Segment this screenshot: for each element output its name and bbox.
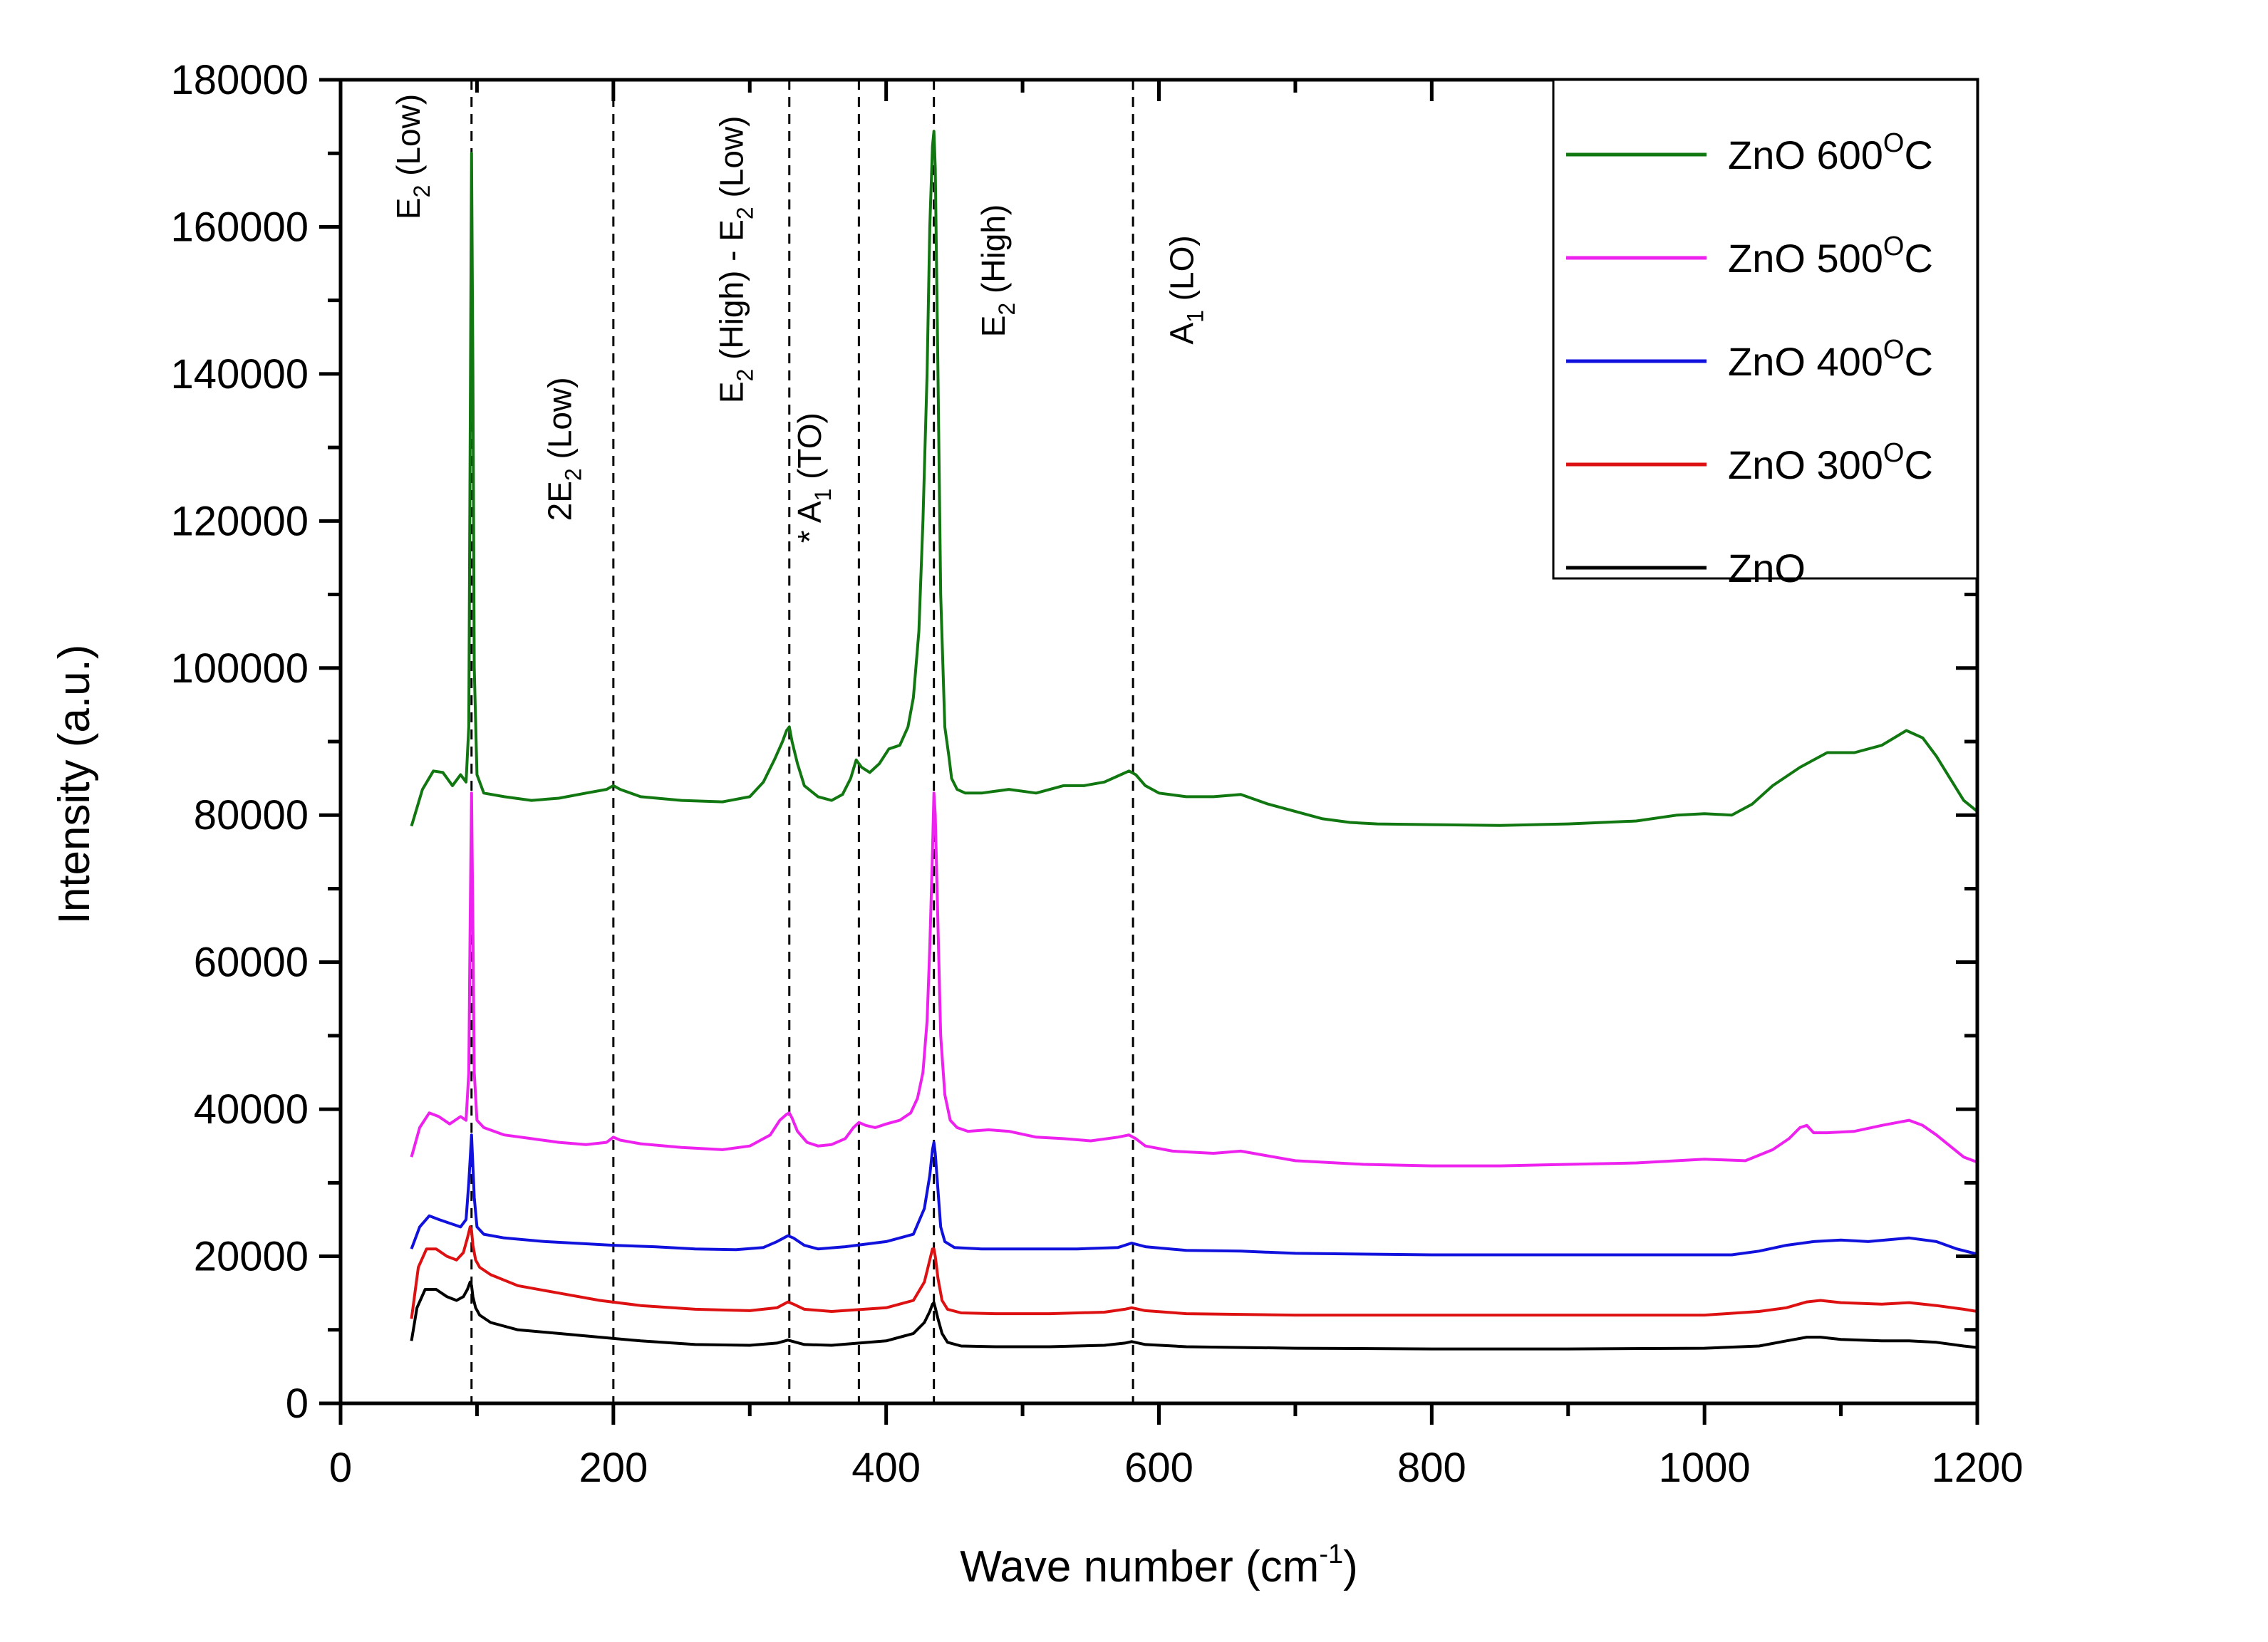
peak-annotation-3: * A1 (TO): [791, 412, 836, 543]
y-tick-label: 80000: [194, 792, 309, 838]
reference-lines: [470, 80, 1134, 1403]
x-tick-label: 0: [329, 1445, 352, 1491]
legend-label-1: ZnO 500OC: [1728, 232, 1933, 281]
peak-annotation-0: E2 (Low): [390, 94, 435, 219]
y-tick-label: 60000: [194, 940, 309, 986]
y-tick-label: 180000: [170, 57, 309, 103]
peak-annotation-2: E2 (High) - E2 (Low): [713, 115, 758, 403]
peak-annotation-5: A1 (LO): [1163, 235, 1208, 344]
legend-label-2: ZnO 400OC: [1728, 335, 1933, 384]
x-tick-label: 1000: [1659, 1445, 1751, 1491]
legend-label-4: ZnO: [1728, 546, 1806, 591]
legend: ZnO 600OC ZnO 500OC ZnO 400OC ZnO 300OC ZnO: [1552, 78, 1979, 591]
series-line-2: [410, 1133, 1978, 1257]
y-tick-label: 0: [286, 1381, 309, 1427]
series-lines: [410, 130, 1979, 1351]
x-axis-title-sup: -1: [1319, 1539, 1343, 1569]
y-tick-label: 20000: [194, 1234, 309, 1280]
y-tick-label: 140000: [170, 351, 309, 397]
axis-tick-labels: 0 200 400 600 800 1000 1200 0 20000 40000 60000 800…: [170, 57, 2023, 1491]
x-tick-label: 800: [1397, 1445, 1466, 1491]
y-tick-label: 100000: [170, 645, 309, 692]
y-tick-label: 120000: [170, 498, 309, 544]
series-line-0: [410, 130, 1979, 827]
x-tick-label: 600: [1124, 1445, 1193, 1491]
peak-annotations: E2 (Low) 2E2 (Low) E2 (High) - E2 (Low) * A…: [390, 94, 1208, 543]
peak-annotation-1: 2E2 (Low): [541, 377, 586, 521]
y-tick-label: 40000: [194, 1086, 309, 1133]
x-axis-title-end: ): [1343, 1542, 1358, 1591]
x-axis-title: Wave number (cm-1): [960, 1539, 1358, 1591]
series-line-4: [410, 1280, 1978, 1351]
legend-label-3: ZnO 300OC: [1728, 438, 1933, 487]
series-line-1: [410, 791, 1978, 1168]
x-axis-title-text: Wave number (cm: [960, 1542, 1319, 1591]
x-tick-label: 400: [851, 1445, 921, 1491]
x-tick-label: 200: [579, 1445, 648, 1491]
x-tick-label: 1200: [1931, 1445, 2023, 1491]
y-axis-title: Intensity (a.u.): [50, 645, 99, 925]
y-tick-label: 160000: [170, 204, 309, 250]
legend-label-0: ZnO 600OC: [1728, 128, 1933, 177]
legend-box: [1552, 78, 1979, 580]
series-line-3: [410, 1225, 1978, 1319]
peak-annotation-4: E2 (High): [975, 204, 1020, 338]
